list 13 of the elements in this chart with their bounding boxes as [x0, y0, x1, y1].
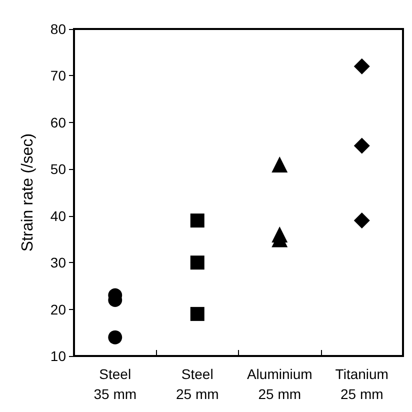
- x-tick-label: Steel 25 mm: [176, 366, 219, 402]
- x-tick-label: Aluminium 25 mm: [246, 366, 312, 402]
- y-tick-label: 80: [50, 21, 66, 37]
- y-axis-title: Strain rate (/sec): [20, 133, 36, 252]
- x-tick-label: Titanium 25 mm: [335, 366, 388, 402]
- y-tick-label: 40: [50, 208, 66, 224]
- y-tick-label: 10: [50, 348, 66, 364]
- y-tick-label: 50: [50, 161, 66, 178]
- y-tick-label: 60: [50, 114, 66, 130]
- y-tick-label: 30: [50, 254, 66, 271]
- x-tick-label: Steel 35 mm: [94, 366, 137, 402]
- y-tick-label: 20: [50, 301, 66, 318]
- y-tick-label: 70: [50, 68, 66, 84]
